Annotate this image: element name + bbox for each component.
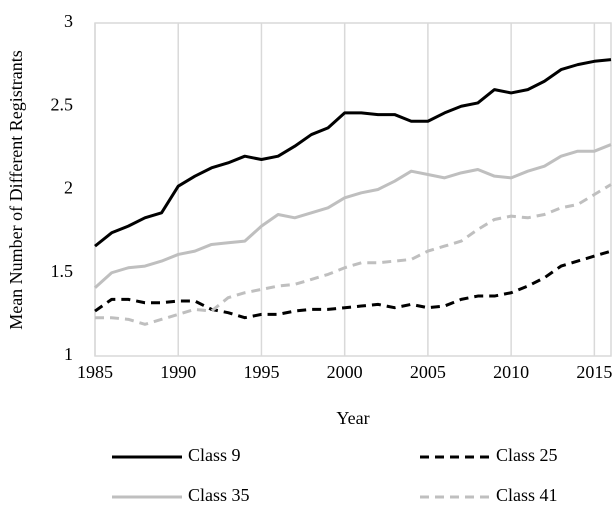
y-tick-label: 1 [64,344,73,364]
legend-label: Class 41 [496,485,558,505]
x-tick-label: 2010 [493,362,529,382]
y-tick-label: 1.5 [51,261,74,281]
y-tick-label: 3 [64,11,73,31]
x-axis-label: Year [336,408,369,428]
plot-frame [94,22,612,357]
legend-label: Class 25 [496,445,558,465]
x-tick-label: 2005 [410,362,446,382]
legend-label: Class 35 [188,485,250,505]
y-tick-label: 2 [64,178,73,198]
x-tick-label: 1995 [243,362,279,382]
series-line [95,183,612,326]
x-tick-label: 1985 [77,362,113,382]
series-line [93,143,612,289]
legend-label: Class 9 [188,445,241,465]
x-tick-label: 2000 [327,362,363,382]
y-axis-label: Mean Number of Different Registrants [6,50,26,330]
series-line [94,58,612,248]
x-tick-label: 1990 [160,362,196,382]
x-tick-label: 2015 [576,362,612,382]
series-line [94,249,612,320]
y-tick-label: 2.5 [51,94,74,114]
